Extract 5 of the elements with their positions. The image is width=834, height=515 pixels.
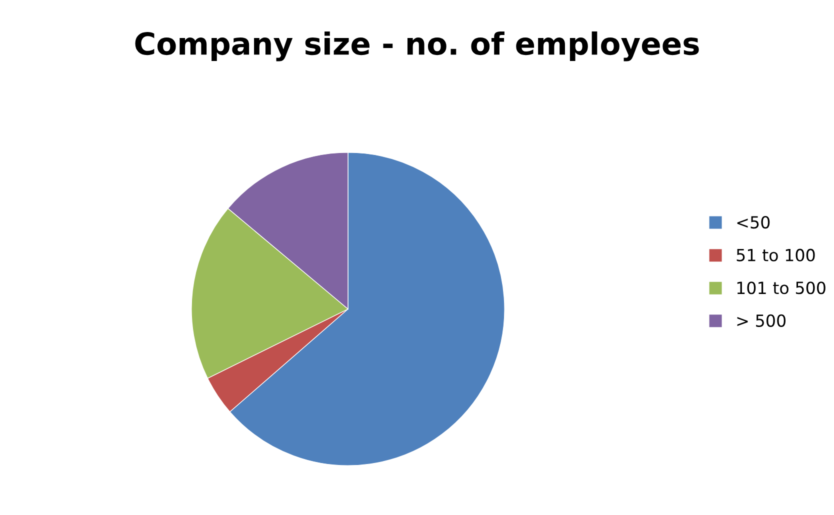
- legend-label: 51 to 100: [736, 248, 815, 262]
- legend-label: 101 to 500: [737, 282, 826, 294]
- legend-label: > 500: [737, 314, 786, 327]
- chart-title: Company size - no. of employees: [135, 31, 699, 62]
- legend-label: <50: [737, 216, 770, 229]
